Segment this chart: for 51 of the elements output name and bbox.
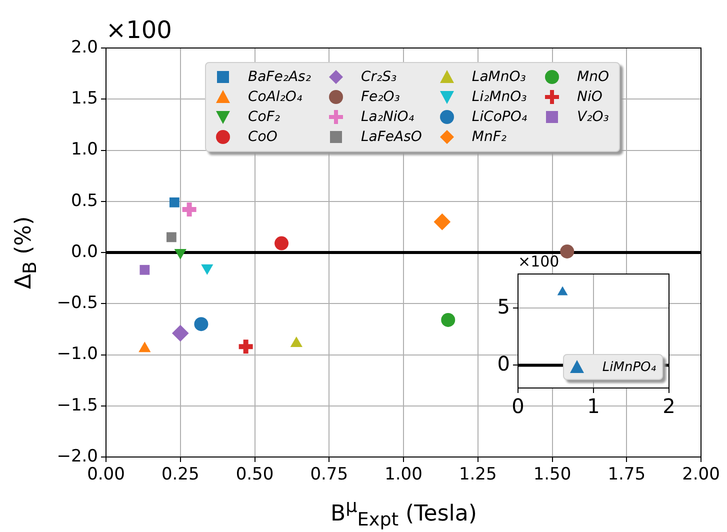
point <box>140 264 150 275</box>
x-tick-label: 1.50 <box>533 464 572 485</box>
legend-label: CoF₂ <box>248 109 280 125</box>
legend-label: Fe₂O₃ <box>360 89 400 105</box>
x-tick-label: 1 <box>587 394 600 418</box>
y-tick-label: −1.5 <box>56 395 98 416</box>
y-tick-label: 2.0 <box>70 37 98 58</box>
x-tick-label: 0.75 <box>310 464 348 485</box>
x-axis-title: B$^{μ}$$_{Expt}$ (Tesla) <box>330 496 477 531</box>
point <box>441 312 456 327</box>
legend-label: LiMnPO₄ <box>602 360 656 374</box>
text: ×100 <box>106 16 172 44</box>
y-tick-label: 1.5 <box>70 88 98 109</box>
y-tick-label: 0.5 <box>70 190 98 211</box>
x-tick-label: 0.25 <box>161 464 200 485</box>
point <box>169 197 180 208</box>
legend-label: Cr₂S₃ <box>360 69 397 85</box>
legend-label: La₂NiO₄ <box>360 109 414 125</box>
point <box>290 336 302 348</box>
legend-label: CoAl₂O₄ <box>248 89 302 105</box>
legend-label: MnF₂ <box>472 129 507 145</box>
x-tick-label: 1.75 <box>608 464 646 485</box>
legend-label: MnO <box>577 69 609 85</box>
x-tick-label: 1.00 <box>384 464 422 485</box>
point <box>560 244 574 258</box>
y-tick-label: 1.0 <box>70 140 98 160</box>
x-tick-label: 0.50 <box>236 464 274 485</box>
y-tick-label: −2.0 <box>56 446 98 466</box>
legend-label: LaMnO₃ <box>472 69 526 85</box>
y-tick-label: −1.0 <box>56 344 98 364</box>
point <box>434 213 451 230</box>
y-tick-label: 5 <box>497 294 510 318</box>
x-tick-label: 0.00 <box>87 464 125 485</box>
point <box>274 236 289 250</box>
point <box>194 317 208 332</box>
legend-label: Li₂MnO₃ <box>472 89 527 105</box>
point <box>172 324 189 342</box>
legend-label: LiCoPO₄ <box>472 109 527 125</box>
x-tick-label: 2 <box>662 394 676 418</box>
legend-label: NiO <box>577 89 602 105</box>
y-tick-label: 0.0 <box>70 242 98 262</box>
x-tick-label: 2.00 <box>682 464 720 485</box>
legend-label: V₂O₃ <box>577 109 609 125</box>
legend-label: LaFeAsO <box>360 129 422 145</box>
point <box>138 342 151 352</box>
annotation: ×100 <box>518 252 560 270</box>
point <box>166 232 176 242</box>
y-tick-label: −0.5 <box>56 293 98 314</box>
legend-label: BaFe₂As₂ <box>248 69 311 85</box>
x-tick-label: 1.25 <box>458 464 497 485</box>
legend-label: CoO <box>248 129 278 145</box>
